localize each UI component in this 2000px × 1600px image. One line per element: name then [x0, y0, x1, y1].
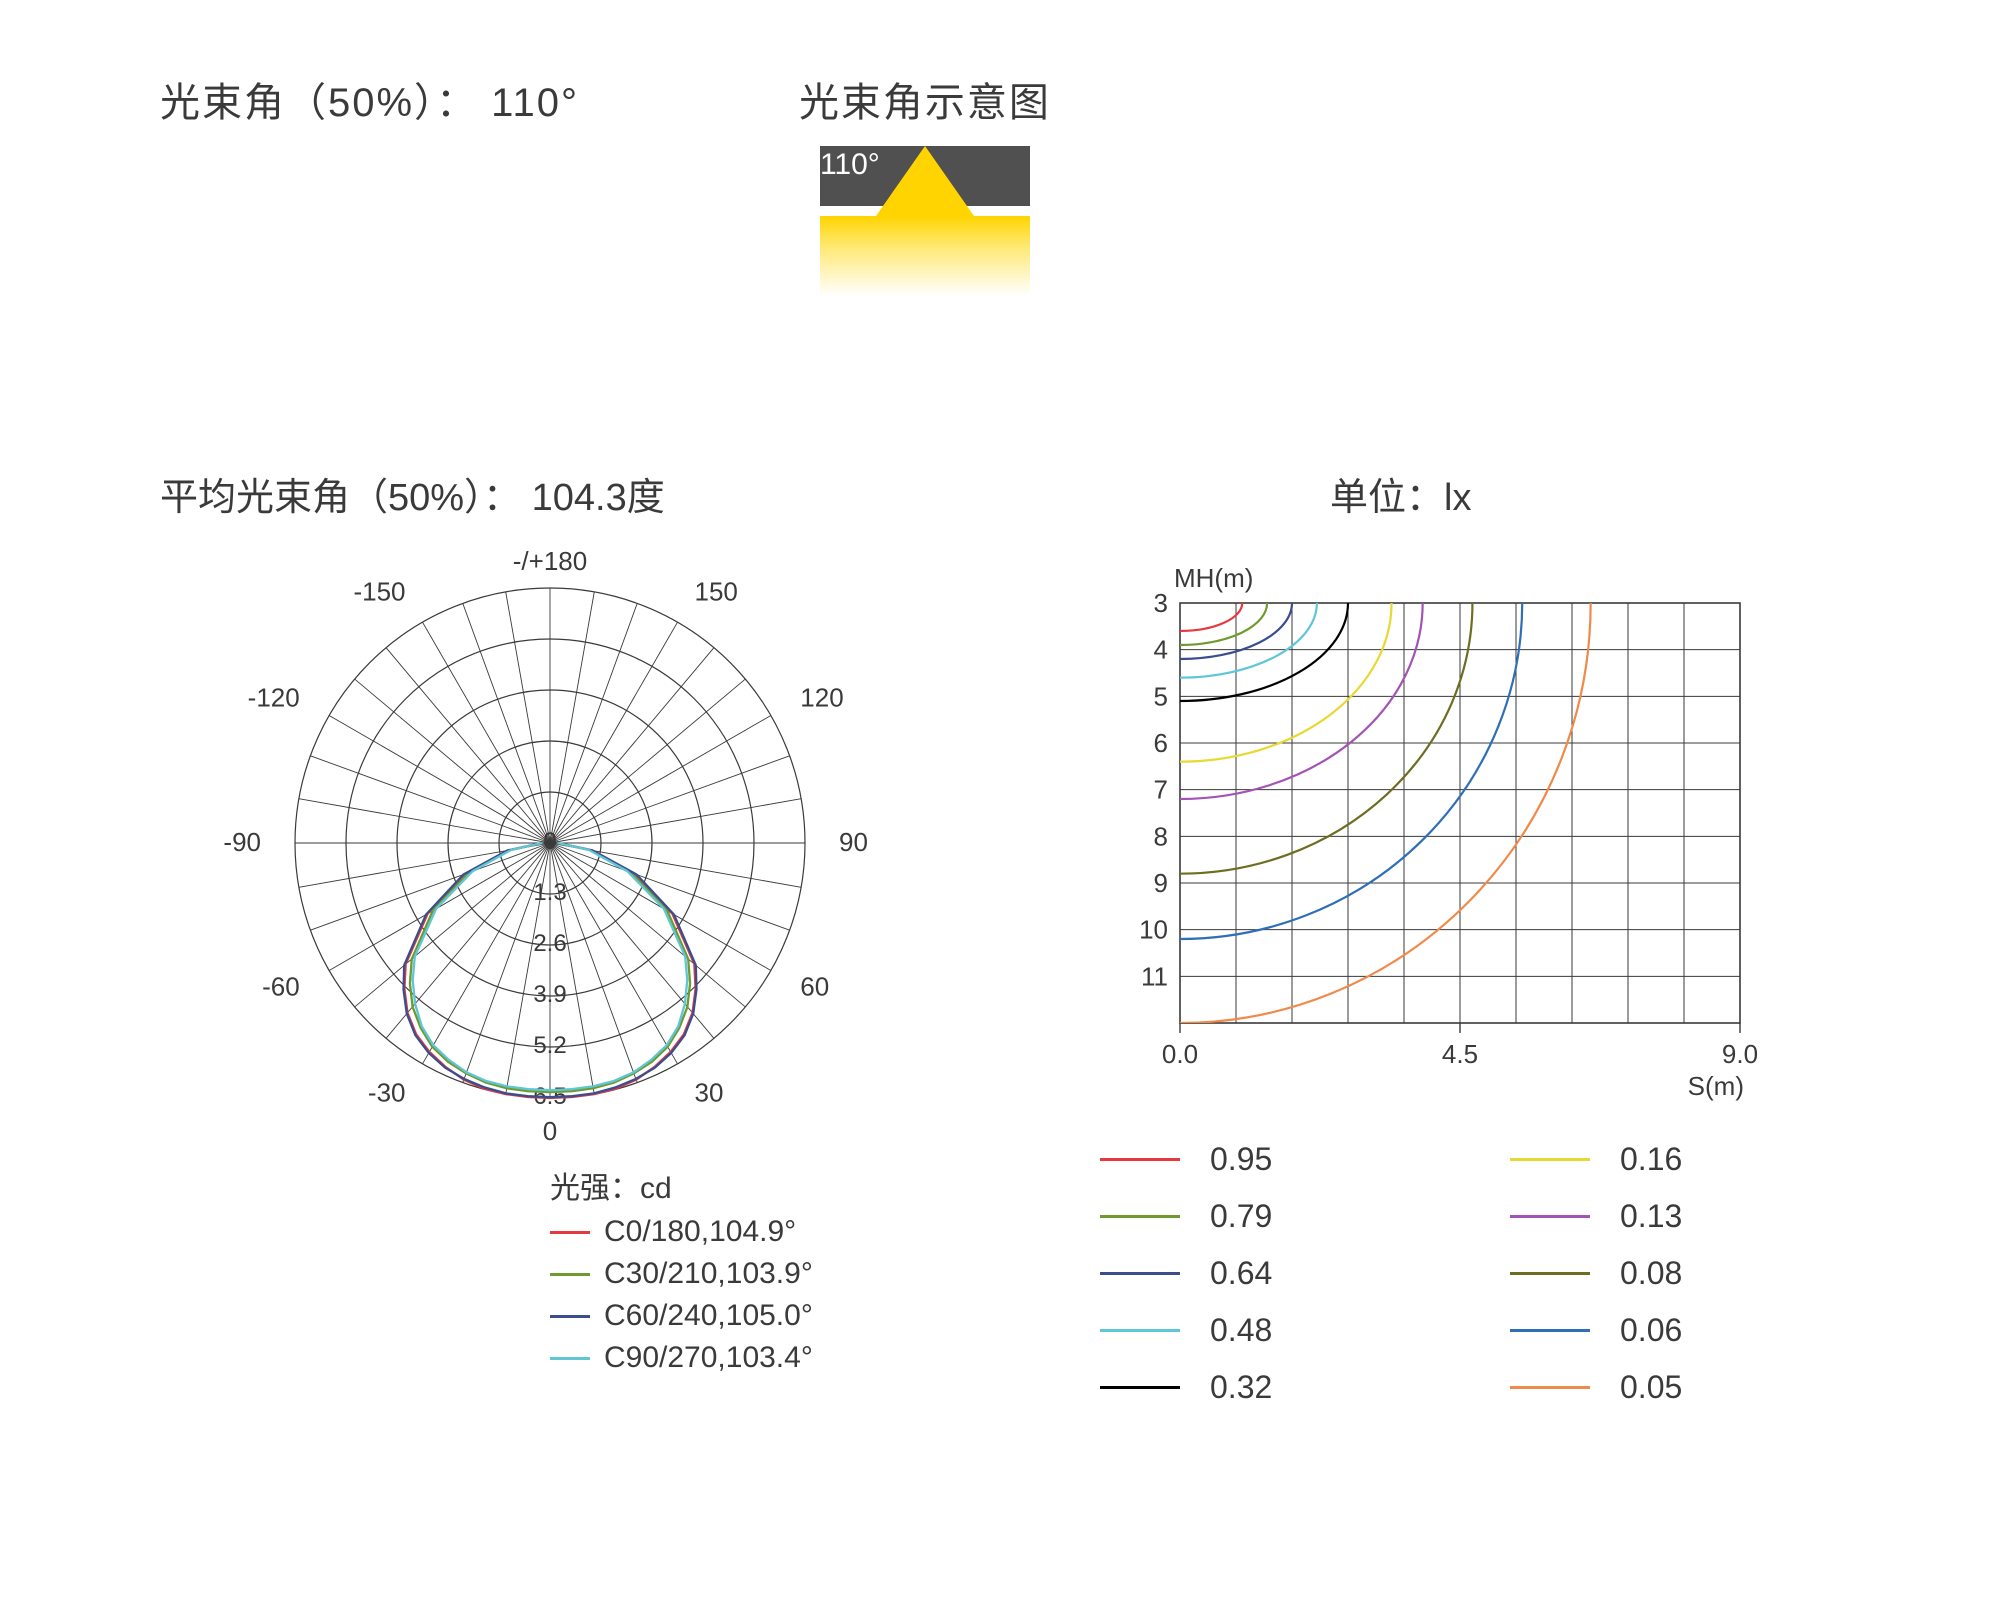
svg-text:4.5: 4.5 — [1442, 1039, 1478, 1069]
legend-label: 0.06 — [1620, 1312, 1682, 1349]
legend-label: 0.48 — [1210, 1312, 1272, 1349]
polar-legend-item: C60/240,105.0° — [550, 1299, 980, 1333]
beam-angle-title: 光束角（50%）： 110° — [160, 70, 579, 128]
legend-swatch — [1100, 1272, 1180, 1275]
isolux-chart: 3 4 5 6 7 8 9 10 11 0.0 4.5 9.0 MH(m) S(m) — [1080, 543, 1800, 1103]
iso-legend-item: 0.32 — [1100, 1369, 1430, 1406]
svg-text:150: 150 — [695, 577, 738, 607]
legend-label: 0.79 — [1210, 1198, 1272, 1235]
polar-legend-item: C30/210,103.9° — [550, 1257, 980, 1291]
svg-text:0: 0 — [543, 1116, 557, 1146]
legend-swatch — [550, 1315, 590, 1318]
legend-swatch — [1510, 1158, 1590, 1161]
svg-text:-60: -60 — [262, 972, 300, 1002]
svg-text:6: 6 — [1154, 728, 1168, 758]
svg-text:90: 90 — [839, 827, 868, 857]
svg-text:MH(m): MH(m) — [1174, 563, 1253, 593]
svg-text:60: 60 — [800, 972, 829, 1002]
svg-text:3: 3 — [1154, 588, 1168, 618]
svg-text:-120: -120 — [248, 683, 300, 713]
iso-legend-item: 0.06 — [1510, 1312, 1840, 1349]
polar-legend: 光强：cd C0/180,104.9° C30/210,103.9° C60/240… — [550, 1163, 980, 1375]
legend-label: 0.16 — [1620, 1141, 1682, 1178]
legend-swatch — [1100, 1215, 1180, 1218]
svg-text:2.6: 2.6 — [533, 930, 566, 957]
svg-text:0.0: 0.0 — [1162, 1039, 1198, 1069]
svg-text:S(m): S(m) — [1688, 1071, 1744, 1101]
legend-swatch — [1510, 1329, 1590, 1332]
legend-label: C90/270,103.4° — [604, 1341, 813, 1375]
iso-legend-item: 0.16 — [1510, 1141, 1840, 1178]
beam-angle-label: 110° — [820, 148, 880, 182]
svg-text:11: 11 — [1141, 961, 1168, 991]
legend-label: C0/180,104.9° — [604, 1215, 796, 1249]
legend-swatch — [1100, 1386, 1180, 1389]
legend-swatch — [1510, 1215, 1590, 1218]
svg-text:-150: -150 — [353, 577, 405, 607]
polar-legend-title: 光强：cd — [550, 1163, 980, 1207]
polar-legend-item: C0/180,104.9° — [550, 1215, 980, 1249]
svg-text:1.3: 1.3 — [533, 879, 566, 906]
legend-swatch — [1100, 1158, 1180, 1161]
iso-legend-item: 0.79 — [1100, 1198, 1430, 1235]
legend-label: C60/240,105.0° — [604, 1299, 813, 1333]
svg-text:-/+180: -/+180 — [513, 546, 587, 576]
svg-text:120: 120 — [800, 683, 843, 713]
legend-label: C30/210,103.9° — [604, 1257, 813, 1291]
iso-legend-item: 0.95 — [1100, 1141, 1430, 1178]
legend-swatch — [550, 1231, 590, 1234]
svg-text:10: 10 — [1139, 915, 1168, 945]
svg-text:5.2: 5.2 — [533, 1032, 566, 1059]
legend-swatch — [1510, 1272, 1590, 1275]
iso-legend-item: 0.08 — [1510, 1255, 1840, 1292]
legend-swatch — [550, 1273, 590, 1276]
legend-swatch — [1100, 1329, 1180, 1332]
iso-title: 单位：lx — [1330, 466, 1840, 521]
svg-text:0: 0 — [543, 828, 556, 855]
svg-text:30: 30 — [695, 1077, 724, 1107]
iso-legend: 0.95 0.16 0.79 0.13 0.64 0.08 0.48 0.06 0.32 0.05 — [1100, 1141, 1840, 1406]
iso-legend-item: 0.05 — [1510, 1369, 1840, 1406]
svg-text:9.0: 9.0 — [1722, 1039, 1758, 1069]
iso-legend-item: 0.13 — [1510, 1198, 1840, 1235]
legend-label: 0.13 — [1620, 1198, 1682, 1235]
beam-diagram-title: 光束角示意图 — [799, 70, 1051, 128]
polar-title: 平均光束角（50%）： 104.3度 — [160, 466, 980, 521]
legend-label: 0.32 — [1210, 1369, 1272, 1406]
svg-text:3.9: 3.9 — [533, 981, 566, 1008]
svg-text:4: 4 — [1154, 635, 1168, 665]
iso-legend-item: 0.48 — [1100, 1312, 1430, 1349]
legend-swatch — [1510, 1386, 1590, 1389]
polar-chart: 150 120 90 60 30 0 -30 -60 -90 -120 -150 -/+180 0 1.3… — [220, 543, 920, 1163]
svg-text:5: 5 — [1154, 681, 1168, 711]
legend-label: 0.08 — [1620, 1255, 1682, 1292]
legend-swatch — [550, 1357, 590, 1360]
legend-label: 0.95 — [1210, 1141, 1272, 1178]
svg-text:-30: -30 — [368, 1077, 406, 1107]
svg-text:7: 7 — [1154, 775, 1168, 805]
svg-text:9: 9 — [1154, 868, 1168, 898]
svg-text:8: 8 — [1154, 821, 1168, 851]
polar-legend-item: C90/270,103.4° — [550, 1341, 980, 1375]
legend-label: 0.64 — [1210, 1255, 1272, 1292]
svg-text:-90: -90 — [223, 827, 261, 857]
legend-label: 0.05 — [1620, 1369, 1682, 1406]
iso-legend-item: 0.64 — [1100, 1255, 1430, 1292]
beam-diagram: 110° — [820, 146, 1030, 296]
